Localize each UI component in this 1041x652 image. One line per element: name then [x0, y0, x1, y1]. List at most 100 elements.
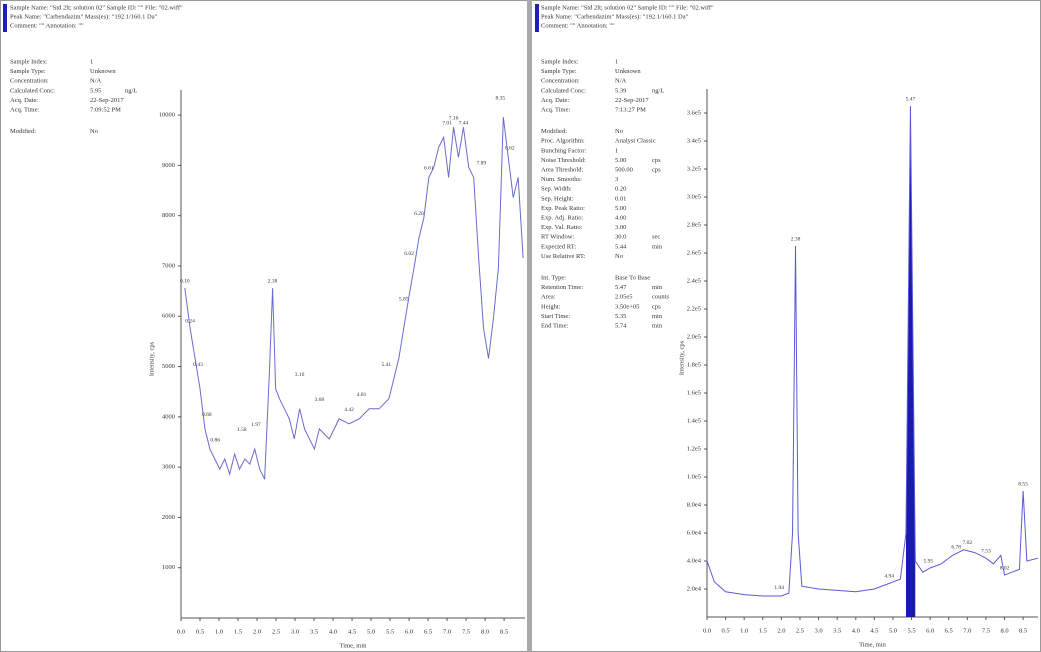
info-label: Sep. Height: [541, 195, 574, 202]
x-tick-label: 5.0 [367, 628, 375, 635]
peak-label: 6.78 [951, 544, 961, 550]
x-tick-label: 0.0 [703, 627, 711, 634]
info-label: Sample Index: [10, 58, 48, 65]
peak-label: 4.81 [357, 392, 367, 398]
info-unit: min [652, 243, 663, 250]
y-tick-label: 1.2e5 [687, 445, 701, 452]
info-label: Acq. Date: [541, 97, 569, 104]
info-label: Sample Type: [541, 68, 577, 75]
x-tick-label: 8.5 [500, 628, 508, 635]
peak-label: 6.20 [414, 211, 424, 217]
x-tick-label: 6.5 [945, 627, 953, 634]
info-value: N/A [90, 78, 102, 85]
info-unit: min [652, 284, 663, 291]
peak-label: 7.53 [981, 548, 991, 554]
peak-label: 0.24 [185, 319, 195, 325]
peak-label: 8.62 [505, 146, 515, 152]
x-tick-label: 3.0 [291, 628, 299, 635]
info-label: Acq. Time: [10, 106, 39, 113]
info-label: Bunching Factor: [541, 147, 587, 154]
y-tick-label: 6.0e4 [687, 529, 702, 536]
y-tick-label: 2.6e5 [687, 249, 701, 256]
info-value: No [90, 128, 98, 135]
info-label: Int. Type: [541, 274, 566, 281]
y-tick-label: 10000 [159, 112, 175, 119]
x-tick-label: 2.5 [272, 628, 280, 635]
y-tick-label: 7000 [162, 262, 175, 269]
x-tick-label: 6.0 [405, 628, 413, 635]
info-value: 5.39 [615, 87, 626, 94]
x-tick-label: 7.0 [443, 628, 451, 635]
info-label: Area: [541, 294, 556, 301]
x-tick-label: 2.0 [253, 628, 261, 635]
x-tick-label: 1.0 [740, 627, 748, 634]
x-tick-label: 4.0 [852, 627, 860, 634]
peak-label: 4.42 [344, 407, 354, 413]
x-tick-label: 7.5 [982, 627, 990, 634]
info-value: 3 [615, 176, 618, 183]
y-tick-label: 3.4e5 [687, 137, 701, 144]
x-tick-label: 4.0 [329, 628, 337, 635]
info-value: 500.00 [615, 166, 633, 173]
x-tick-label: 4.5 [348, 628, 356, 635]
info-label: Concentration: [541, 78, 580, 85]
info-unit: counts [652, 294, 669, 301]
info-label: Exp. Adj. Ratio: [541, 214, 583, 221]
header-line: Peak Name: "Carbendazim" Mass(es): "192.… [10, 13, 158, 20]
x-tick-label: 6.0 [926, 627, 934, 634]
y-tick-label: 4.0e4 [687, 557, 702, 564]
info-value: 3.50e+05 [615, 303, 639, 310]
info-value: 22-Sep-2017 [90, 97, 124, 104]
peak-label: 0.86 [210, 437, 220, 443]
info-value: 0.01 [615, 195, 626, 202]
info-value: 5.44 [615, 243, 627, 250]
peak-label: 0.68 [202, 412, 212, 418]
info-label: Sep. Width: [541, 186, 572, 193]
x-tick-label: 1.5 [234, 628, 242, 635]
x-tick-label: 7.0 [963, 627, 971, 634]
peak-label: 5.85 [399, 296, 409, 302]
header-line: Comment: "" Annotation: "" [541, 22, 615, 29]
y-tick-label: 1.4e5 [687, 417, 701, 424]
peak-label: 8.55 [1018, 481, 1028, 487]
info-value: 7:13:27 PM [615, 106, 646, 113]
info-value: 2.05e5 [615, 294, 633, 301]
y-tick-label: 1000 [162, 564, 175, 571]
peak-label: 7.01 [442, 120, 452, 126]
y-tick-label: 3.6e5 [687, 109, 701, 116]
peak-label: 5.41 [381, 362, 391, 368]
info-label: Expected RT: [541, 243, 576, 250]
info-label: Calculated Conc: [10, 87, 55, 94]
x-tick-label: 1.0 [215, 628, 223, 635]
info-value: Unknown [90, 68, 116, 75]
info-label: Exp. Val. Ratio: [541, 224, 583, 231]
info-label: Modified: [10, 128, 36, 135]
peak-label: 8.02 [1000, 565, 1010, 571]
x-tick-label: 4.5 [870, 627, 878, 634]
info-unit: cps [652, 157, 661, 164]
header-line: Comment: "" Annotation: "" [10, 22, 84, 29]
y-tick-label: 1.0e5 [687, 473, 701, 480]
info-label: Acq. Time: [541, 106, 570, 113]
info-label: RT Window: [541, 234, 574, 241]
y-tick-label: 3.2e5 [687, 165, 701, 172]
info-label: Sample Type: [10, 68, 46, 75]
peak-label: 1.94 [774, 585, 784, 591]
info-value: 1 [90, 58, 93, 65]
peak-label: 6.61 [424, 166, 434, 172]
info-value: Base To Base [615, 274, 650, 281]
header-line: Sample Name: "Std 2lt; solution 02" Samp… [10, 4, 183, 11]
info-label: Start Time: [541, 313, 570, 320]
info-label: Height: [541, 303, 561, 310]
y-tick-label: 1.8e5 [687, 361, 701, 368]
peak-label: 4.94 [884, 574, 894, 580]
x-tick-label: 0.5 [722, 627, 730, 634]
x-tick-label: 0.5 [196, 628, 204, 635]
divider [527, 0, 532, 652]
peak-fill [905, 106, 916, 617]
info-value: 5.95 [90, 87, 101, 94]
chromatogram-line [184, 117, 524, 480]
info-label: Noise Threshold: [541, 157, 586, 164]
info-label: Acq. Date: [10, 97, 38, 104]
